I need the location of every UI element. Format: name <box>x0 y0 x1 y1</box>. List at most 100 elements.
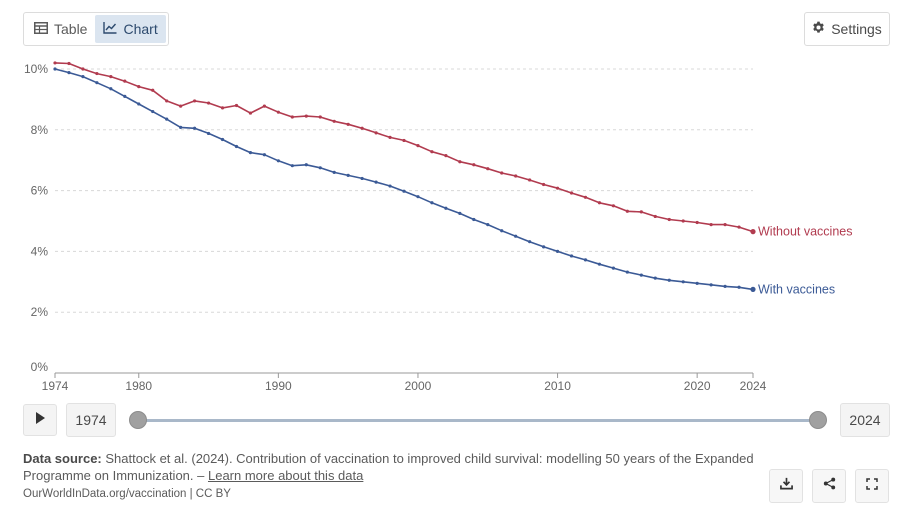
data-point[interactable] <box>667 217 671 222</box>
data-point[interactable] <box>458 211 462 215</box>
tab-table[interactable]: Table <box>26 15 95 43</box>
data-point[interactable] <box>123 79 127 83</box>
data-point[interactable] <box>500 171 504 175</box>
data-point[interactable] <box>514 234 518 238</box>
data-point[interactable] <box>67 71 71 75</box>
data-point[interactable] <box>444 154 448 158</box>
data-point[interactable] <box>639 210 643 214</box>
data-point[interactable] <box>290 115 294 119</box>
data-point[interactable] <box>430 201 434 205</box>
data-point[interactable] <box>486 223 490 227</box>
data-point[interactable] <box>597 262 602 266</box>
data-point[interactable] <box>248 111 253 115</box>
data-point[interactable] <box>709 223 713 227</box>
data-point[interactable] <box>486 167 490 171</box>
data-point[interactable] <box>695 281 699 285</box>
data-point[interactable] <box>737 225 741 229</box>
data-point[interactable] <box>723 223 727 227</box>
share-button[interactable] <box>812 469 846 503</box>
tab-chart[interactable]: Chart <box>95 15 166 43</box>
data-point[interactable] <box>151 109 155 114</box>
data-point[interactable] <box>528 178 532 182</box>
learn-more-link[interactable]: Learn more about this data <box>207 468 364 483</box>
data-point[interactable] <box>583 195 588 199</box>
data-point[interactable] <box>653 214 657 219</box>
data-point[interactable] <box>611 204 616 208</box>
data-point[interactable] <box>569 254 574 258</box>
settings-button[interactable]: Settings <box>804 12 890 46</box>
data-point[interactable] <box>625 270 629 274</box>
data-point[interactable] <box>611 266 616 270</box>
data-point[interactable] <box>542 182 546 187</box>
timeline-track[interactable] <box>138 419 818 422</box>
data-point[interactable] <box>500 229 504 233</box>
data-point[interactable] <box>388 135 392 139</box>
data-point[interactable] <box>528 240 532 244</box>
data-point[interactable] <box>360 176 364 181</box>
data-point[interactable] <box>206 131 211 136</box>
data-point[interactable] <box>555 249 560 253</box>
data-point[interactable] <box>360 126 364 130</box>
play-button[interactable] <box>23 404 57 436</box>
series-line-with-vaccines[interactable] <box>54 68 754 291</box>
data-point[interactable] <box>555 186 560 190</box>
data-point[interactable] <box>430 150 434 154</box>
data-point[interactable] <box>53 61 57 65</box>
data-point[interactable] <box>248 151 253 155</box>
data-point[interactable] <box>262 153 266 157</box>
data-point[interactable] <box>95 81 99 85</box>
end-year-box[interactable]: 2024 <box>840 403 890 437</box>
data-point[interactable] <box>151 88 155 92</box>
data-point[interactable] <box>667 278 671 282</box>
data-point[interactable] <box>416 144 420 148</box>
data-point[interactable] <box>276 159 280 163</box>
data-point[interactable] <box>220 106 225 110</box>
data-point[interactable] <box>542 245 546 249</box>
data-point[interactable] <box>234 103 239 108</box>
data-point[interactable] <box>220 137 225 142</box>
data-point[interactable] <box>165 99 169 103</box>
data-point[interactable] <box>458 160 462 164</box>
data-point[interactable] <box>179 104 183 108</box>
download-button[interactable] <box>769 469 803 503</box>
data-point[interactable] <box>109 75 113 79</box>
data-point[interactable] <box>109 87 113 91</box>
data-point[interactable] <box>750 229 756 235</box>
data-point[interactable] <box>193 126 197 130</box>
data-point[interactable] <box>374 180 378 184</box>
data-point[interactable] <box>346 122 350 126</box>
data-point[interactable] <box>625 209 629 213</box>
data-point[interactable] <box>304 114 308 118</box>
data-point[interactable] <box>402 189 406 193</box>
timeline-end-handle[interactable] <box>809 411 827 429</box>
data-point[interactable] <box>583 258 588 262</box>
data-point[interactable] <box>81 67 85 71</box>
data-point[interactable] <box>750 286 756 292</box>
data-point[interactable] <box>514 174 518 178</box>
data-point[interactable] <box>597 201 602 205</box>
data-point[interactable] <box>472 217 476 222</box>
data-point[interactable] <box>374 131 378 135</box>
data-point[interactable] <box>290 164 294 168</box>
data-point[interactable] <box>416 195 420 199</box>
data-point[interactable] <box>723 284 727 288</box>
data-point[interactable] <box>318 115 322 119</box>
data-point[interactable] <box>179 125 183 129</box>
data-point[interactable] <box>193 99 197 103</box>
data-point[interactable] <box>137 102 141 106</box>
data-point[interactable] <box>653 276 657 280</box>
data-point[interactable] <box>67 61 71 66</box>
data-point[interactable] <box>234 144 239 149</box>
data-point[interactable] <box>346 173 350 177</box>
data-point[interactable] <box>444 206 448 210</box>
data-point[interactable] <box>81 75 85 79</box>
data-point[interactable] <box>332 119 336 123</box>
data-point[interactable] <box>318 166 322 170</box>
series-line-without-vaccines[interactable] <box>54 62 754 233</box>
data-point[interactable] <box>95 71 99 76</box>
data-point[interactable] <box>276 110 280 114</box>
timeline-start-handle[interactable] <box>129 411 147 429</box>
data-point[interactable] <box>569 191 574 195</box>
data-point[interactable] <box>206 101 211 105</box>
data-point[interactable] <box>53 67 57 71</box>
